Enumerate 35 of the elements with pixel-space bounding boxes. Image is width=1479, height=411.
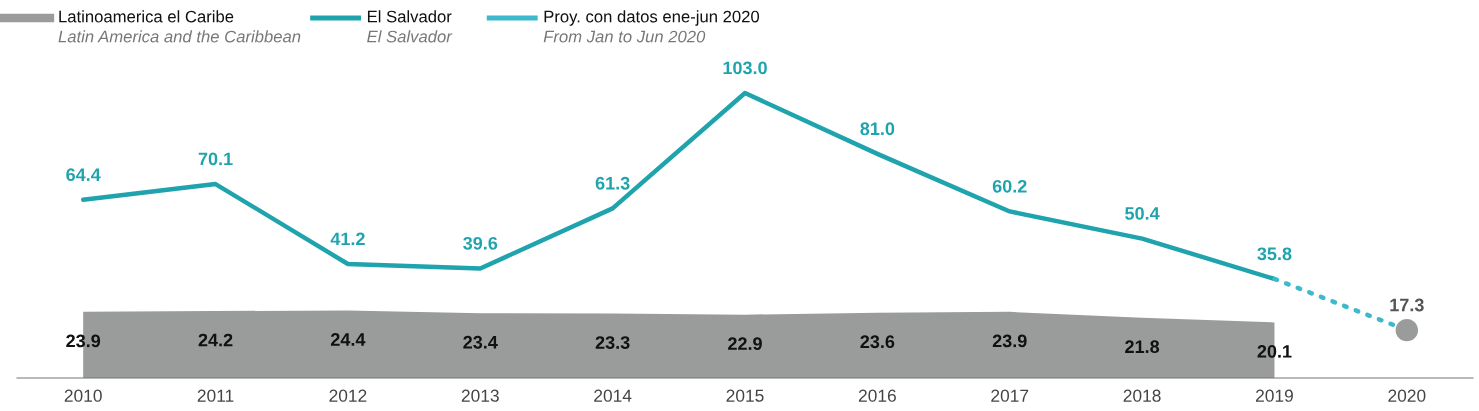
x-tick-label: 2011 bbox=[197, 389, 234, 402]
x-tick-label: 2018 bbox=[1123, 389, 1161, 402]
x-tick-label: 2010 bbox=[64, 389, 102, 402]
x-tick-label: 2020 bbox=[1388, 389, 1426, 402]
data-label: 61.3 bbox=[595, 176, 630, 190]
data-label: 23.4 bbox=[463, 335, 498, 349]
x-tick-label: 2013 bbox=[461, 389, 499, 402]
data-label: 21.8 bbox=[1125, 340, 1160, 354]
data-label: 35.8 bbox=[1257, 247, 1292, 261]
data-label: 64.4 bbox=[66, 168, 101, 182]
legend-label: Proy. con datos ene-jun 2020 From Jan to Jun 2020 bbox=[543, 10, 760, 43]
data-label: 22.9 bbox=[728, 337, 762, 351]
x-tick-label: 2014 bbox=[594, 389, 632, 402]
data-label: 23.6 bbox=[860, 335, 895, 349]
data-label: 17.3 bbox=[1390, 298, 1424, 312]
data-label: 41.2 bbox=[330, 232, 365, 246]
data-label: 20.1 bbox=[1257, 345, 1292, 358]
x-tick-label: 2017 bbox=[991, 389, 1029, 402]
data-label: 24.4 bbox=[330, 333, 366, 346]
x-tick-label: 2019 bbox=[1256, 389, 1293, 402]
data-label: 23.3 bbox=[595, 336, 630, 349]
x-tick-label: 2012 bbox=[329, 389, 367, 402]
data-label: 103.0 bbox=[723, 61, 767, 75]
x-tick-label: 2015 bbox=[726, 389, 764, 402]
data-label: 39.6 bbox=[463, 236, 498, 250]
data-label: 23.9 bbox=[66, 334, 101, 348]
legend-label: Latinoamerica el Caribe Latin America and the Caribbean bbox=[58, 10, 301, 43]
data-label: 50.4 bbox=[1125, 207, 1160, 220]
data-label: 81.0 bbox=[860, 122, 895, 136]
data-label: 24.2 bbox=[198, 333, 233, 347]
data-label: 23.9 bbox=[992, 334, 1027, 348]
x-tick-label: 2016 bbox=[858, 389, 896, 402]
data-label: 70.1 bbox=[198, 152, 233, 166]
data-label: 60.2 bbox=[992, 179, 1027, 193]
legend-label: El Salvador El Salvador bbox=[367, 10, 453, 43]
